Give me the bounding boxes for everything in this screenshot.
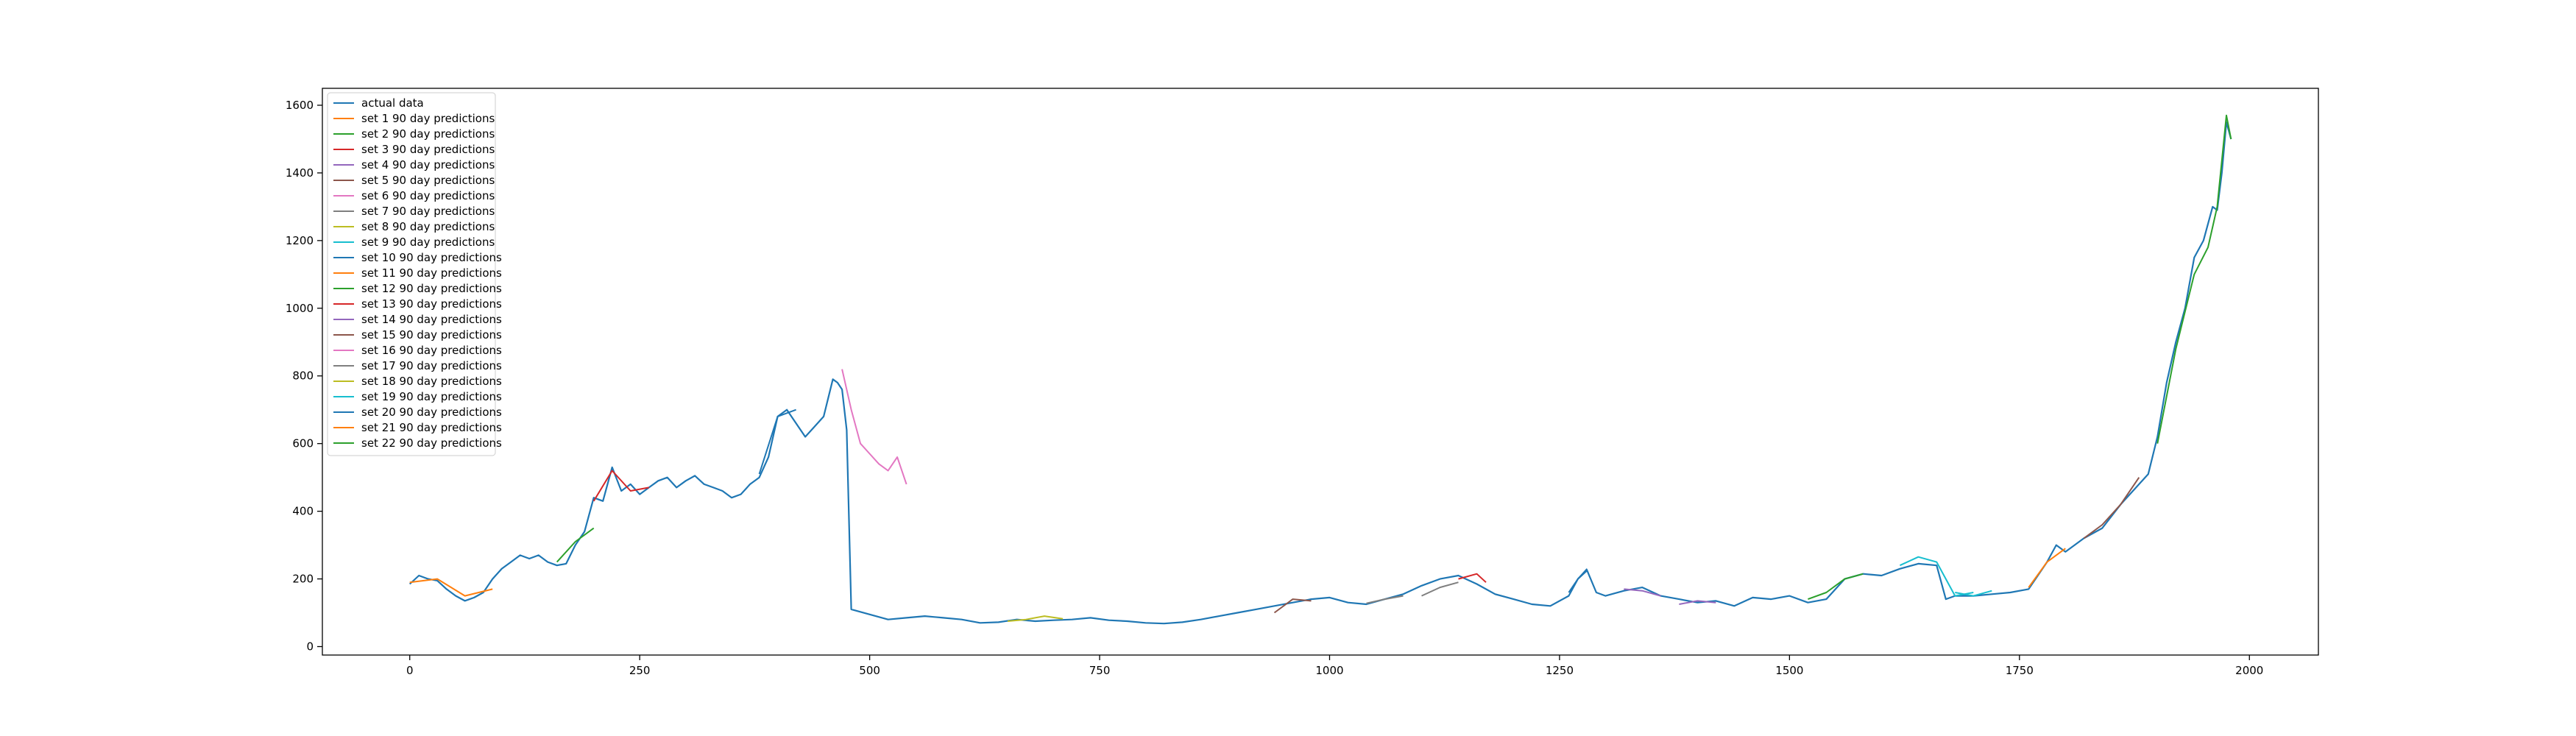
series-line-22 (556, 527, 595, 563)
series-line-14 (1624, 588, 1661, 597)
series-line-7 (1421, 581, 1459, 597)
series-line-15 (2083, 477, 2140, 539)
plot-frame (322, 88, 2319, 656)
legend-label: set 20 90 day predictions (361, 406, 502, 419)
legend-label: set 14 90 day predictions (361, 313, 502, 326)
series-line-8 (1008, 615, 1064, 622)
series-line-19 (1955, 590, 1992, 597)
legend-label: set 7 90 day predictions (361, 205, 495, 218)
y-tick-label: 1200 (286, 234, 314, 247)
legend-label: set 11 90 day predictions (361, 266, 502, 280)
y-tick-label: 0 (306, 640, 314, 654)
x-tick-label: 1250 (1546, 664, 1574, 677)
legend-label: set 17 90 day predictions (361, 359, 502, 372)
legend-label: set 4 90 day predictions (361, 158, 495, 171)
series-line-12 (1808, 573, 1864, 601)
series-line-10 (758, 408, 796, 475)
series-line-1 (409, 578, 493, 597)
legend-label: set 12 90 day predictions (361, 282, 502, 295)
legend-label: set 21 90 day predictions (361, 421, 502, 434)
series-line-3 (592, 470, 649, 502)
legend-label: set 5 90 day predictions (361, 174, 495, 187)
legend-label: set 9 90 day predictions (361, 236, 495, 249)
series-line-5 (1273, 598, 1312, 614)
series-line-6 (841, 369, 907, 485)
legend-label: set 2 90 day predictions (361, 127, 495, 141)
x-tick-label: 0 (406, 664, 414, 677)
x-tick-label: 1750 (2006, 664, 2034, 677)
series-line-11 (2028, 548, 2066, 588)
legend-label: set 1 90 day predictions (361, 112, 495, 125)
series-line-17 (1366, 595, 1404, 604)
legend-label: set 3 90 day predictions (361, 143, 495, 156)
legend-label: set 16 90 day predictions (361, 344, 502, 357)
y-tick-label: 600 (292, 437, 314, 450)
series-line-2 (2156, 114, 2232, 444)
y-tick-label: 1400 (286, 166, 314, 180)
x-tick-label: 750 (1089, 664, 1111, 677)
y-tick-label: 1000 (286, 302, 314, 315)
legend-label: set 15 90 day predictions (361, 328, 502, 342)
legend-box (327, 92, 496, 456)
legend-label: set 8 90 day predictions (361, 220, 495, 233)
legend-label: actual data (361, 96, 424, 110)
x-tick-label: 1000 (1315, 664, 1343, 677)
legend-label: set 22 90 day predictions (361, 436, 502, 450)
x-tick-label: 1500 (1775, 664, 1803, 677)
y-tick-label: 200 (292, 573, 314, 586)
series-line-4 (1679, 600, 1716, 605)
plot-area (322, 88, 2318, 655)
legend-label: set 10 90 day predictions (361, 251, 502, 264)
series-line-20 (1568, 568, 1588, 593)
x-tick-label: 250 (629, 664, 651, 677)
legend-label: set 13 90 day predictions (361, 297, 502, 311)
legend-label: set 6 90 day predictions (361, 189, 495, 202)
legend-label: set 18 90 day predictions (361, 375, 502, 388)
x-tick-label: 500 (859, 664, 880, 677)
y-tick-label: 800 (292, 369, 314, 383)
y-tick-label: 1600 (286, 99, 314, 112)
series-line-9 (1899, 556, 1974, 597)
y-tick-label: 400 (292, 505, 314, 518)
series-line-13 (1458, 573, 1487, 583)
legend-label: set 19 90 day predictions (361, 390, 502, 403)
x-tick-label: 2000 (2235, 664, 2263, 677)
series-line-0 (408, 121, 2232, 625)
